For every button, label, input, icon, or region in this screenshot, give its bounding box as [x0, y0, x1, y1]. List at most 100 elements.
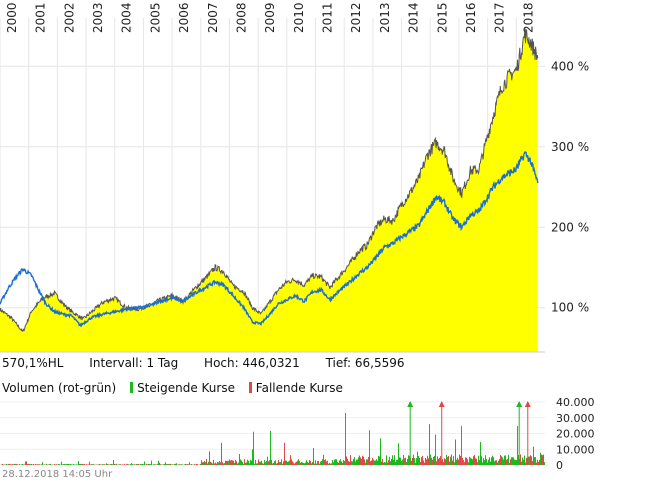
volume-bar	[248, 460, 249, 465]
volume-bar	[113, 459, 114, 465]
year-label: 2017	[493, 2, 507, 33]
volume-bar	[54, 464, 55, 465]
volume-bar	[165, 462, 166, 465]
volume-bar	[71, 464, 72, 465]
volume-bar	[457, 457, 458, 465]
volume-spike-arrow	[524, 401, 531, 407]
volume-bar	[149, 463, 150, 465]
volume-bar	[286, 460, 287, 465]
x-axis-year-labels: 2000 2001 2002 2003 2004 2005 2006 2007 2008 2009…	[5, 2, 535, 33]
volume-bar	[388, 460, 389, 465]
volume-bar	[251, 460, 252, 465]
volume-bar	[389, 456, 390, 465]
year-label: 2004	[120, 2, 134, 33]
volume-bar	[381, 461, 382, 465]
volume-bar	[89, 461, 90, 465]
volume-bar	[108, 464, 109, 465]
volume-bar	[250, 459, 251, 465]
volume-bar	[344, 460, 345, 465]
volume-bar	[408, 455, 409, 465]
volume-bar	[324, 460, 325, 465]
volume-bar	[1, 464, 2, 465]
volume-bar	[30, 464, 31, 465]
volume-bar	[523, 459, 524, 465]
volume-bar	[532, 461, 533, 465]
volume-spike-arrows	[407, 401, 531, 465]
volume-bar	[489, 457, 490, 465]
volume-bar	[301, 462, 302, 465]
volume-bar	[66, 464, 67, 465]
volume-bar	[337, 461, 338, 465]
volume-bar	[525, 462, 526, 465]
volume-bar	[185, 463, 186, 465]
volume-bar	[433, 456, 434, 465]
volume-bar	[330, 463, 331, 465]
volume-bar	[459, 454, 460, 465]
volume-bar	[245, 462, 246, 465]
volume-bar	[345, 412, 346, 465]
volume-bar	[423, 460, 424, 465]
volume-bar	[293, 462, 294, 465]
year-label: 2005	[148, 2, 162, 33]
percent-label: 400 %	[551, 59, 589, 73]
volume-bar	[529, 456, 530, 465]
volume-bar	[463, 460, 464, 465]
volume-bar	[353, 459, 354, 465]
volume-bar	[35, 464, 36, 465]
volume-bar	[394, 455, 395, 465]
volume-bar	[17, 464, 18, 465]
volume-bar	[490, 461, 491, 465]
volume-bar	[397, 459, 398, 465]
volume-bar	[506, 459, 507, 465]
volume-bar	[321, 460, 322, 465]
volume-bar	[503, 459, 504, 465]
volume-bar	[377, 460, 378, 465]
volume-bar	[11, 464, 12, 465]
volume-bar	[329, 463, 330, 465]
volume-bar	[269, 460, 270, 465]
volume-bar	[453, 456, 454, 465]
volume-bar	[37, 464, 38, 465]
volume-bar	[271, 459, 272, 465]
volume-spike-arrow	[438, 401, 445, 407]
interval-value: Intervall: 1 Tag	[89, 356, 179, 370]
volume-bar	[111, 464, 112, 465]
volume-bar	[200, 463, 201, 465]
volume-bar	[436, 461, 437, 465]
volume-bar	[473, 456, 474, 465]
volume-bar	[208, 461, 209, 465]
volume-title: Volumen (rot-grün)	[2, 381, 117, 395]
volume-bar	[9, 463, 10, 465]
volume-bar	[157, 463, 158, 465]
volume-bar	[82, 464, 83, 465]
volume-bar	[528, 456, 529, 465]
volume-bar	[409, 455, 410, 465]
volume-bar	[362, 455, 363, 465]
y-axis-percent-labels: 100 % 200 % 300 % 400 %	[551, 59, 589, 314]
volume-bar	[259, 461, 260, 465]
volume-bar	[540, 452, 541, 465]
footer-timestamp: 28.12.2018 14:05 Uhr	[2, 469, 113, 480]
volume-bar	[232, 460, 233, 465]
volume-bar	[426, 459, 427, 465]
volume-bar	[402, 459, 403, 465]
volume-bar	[520, 454, 521, 465]
volume-bar	[386, 455, 387, 465]
volume-bar	[203, 462, 204, 465]
volume-bar	[249, 463, 250, 465]
volume-bar	[511, 457, 512, 465]
volume-bar	[481, 456, 482, 465]
volume-bar	[106, 463, 107, 465]
volume-bar	[240, 459, 241, 465]
volume-bar	[253, 431, 254, 465]
volume-bar	[396, 459, 397, 465]
volume-bar	[194, 464, 195, 465]
volume-bar	[455, 439, 456, 465]
volume-bar	[492, 455, 493, 465]
volume-bar	[181, 464, 182, 465]
volume-bar	[516, 460, 517, 465]
volume-bar	[61, 461, 62, 465]
volume-bar	[209, 451, 210, 465]
volume-bar	[315, 460, 316, 465]
percent-label: 100 %	[551, 301, 589, 315]
